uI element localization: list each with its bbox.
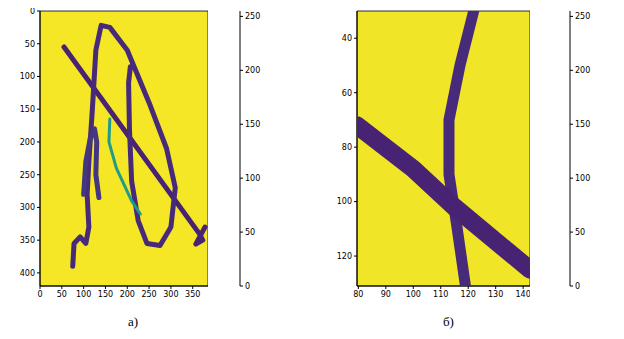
svg-text:80: 80 xyxy=(342,143,352,152)
svg-text:140: 140 xyxy=(515,290,530,299)
svg-text:50: 50 xyxy=(245,228,255,237)
svg-text:200: 200 xyxy=(20,138,35,147)
svg-text:200: 200 xyxy=(120,290,135,299)
svg-text:0: 0 xyxy=(37,290,42,299)
svg-text:90: 90 xyxy=(381,290,391,299)
svg-text:120: 120 xyxy=(337,252,352,261)
svg-text:60: 60 xyxy=(342,89,352,98)
svg-text:250: 250 xyxy=(20,171,35,180)
svg-text:200: 200 xyxy=(575,66,590,75)
svg-text:50: 50 xyxy=(575,228,585,237)
svg-text:50: 50 xyxy=(57,290,67,299)
html-text:б): б) xyxy=(443,314,454,329)
svg-text:200: 200 xyxy=(245,66,260,75)
svg-text:350: 350 xyxy=(20,236,35,245)
svg-text:100: 100 xyxy=(76,290,91,299)
svg-text:0: 0 xyxy=(30,8,35,16)
svg-text:0: 0 xyxy=(575,282,580,291)
svg-text:100: 100 xyxy=(20,72,35,81)
svg-text:110: 110 xyxy=(433,290,448,299)
svg-text:150: 150 xyxy=(20,105,35,114)
svg-text:250: 250 xyxy=(245,12,260,21)
svg-text:40: 40 xyxy=(342,34,352,43)
html-text:а): а) xyxy=(128,314,139,329)
svg-text:80: 80 xyxy=(353,290,363,299)
svg-text:100: 100 xyxy=(575,174,590,183)
svg-text:250: 250 xyxy=(575,12,590,21)
svg-text:120: 120 xyxy=(461,290,476,299)
svg-text:130: 130 xyxy=(488,290,503,299)
svg-text:300: 300 xyxy=(20,203,35,212)
svg-text:0: 0 xyxy=(245,282,250,291)
svg-text:100: 100 xyxy=(406,290,421,299)
svg-text:250: 250 xyxy=(141,290,156,299)
svg-text:150: 150 xyxy=(98,290,113,299)
svg-text:400: 400 xyxy=(20,269,35,278)
svg-text:150: 150 xyxy=(575,120,590,129)
svg-text:350: 350 xyxy=(185,290,200,299)
svg-text:50: 50 xyxy=(25,40,35,49)
svg-text:100: 100 xyxy=(245,174,260,183)
svg-text:100: 100 xyxy=(337,197,352,206)
svg-text:150: 150 xyxy=(245,120,260,129)
svg-text:300: 300 xyxy=(163,290,178,299)
